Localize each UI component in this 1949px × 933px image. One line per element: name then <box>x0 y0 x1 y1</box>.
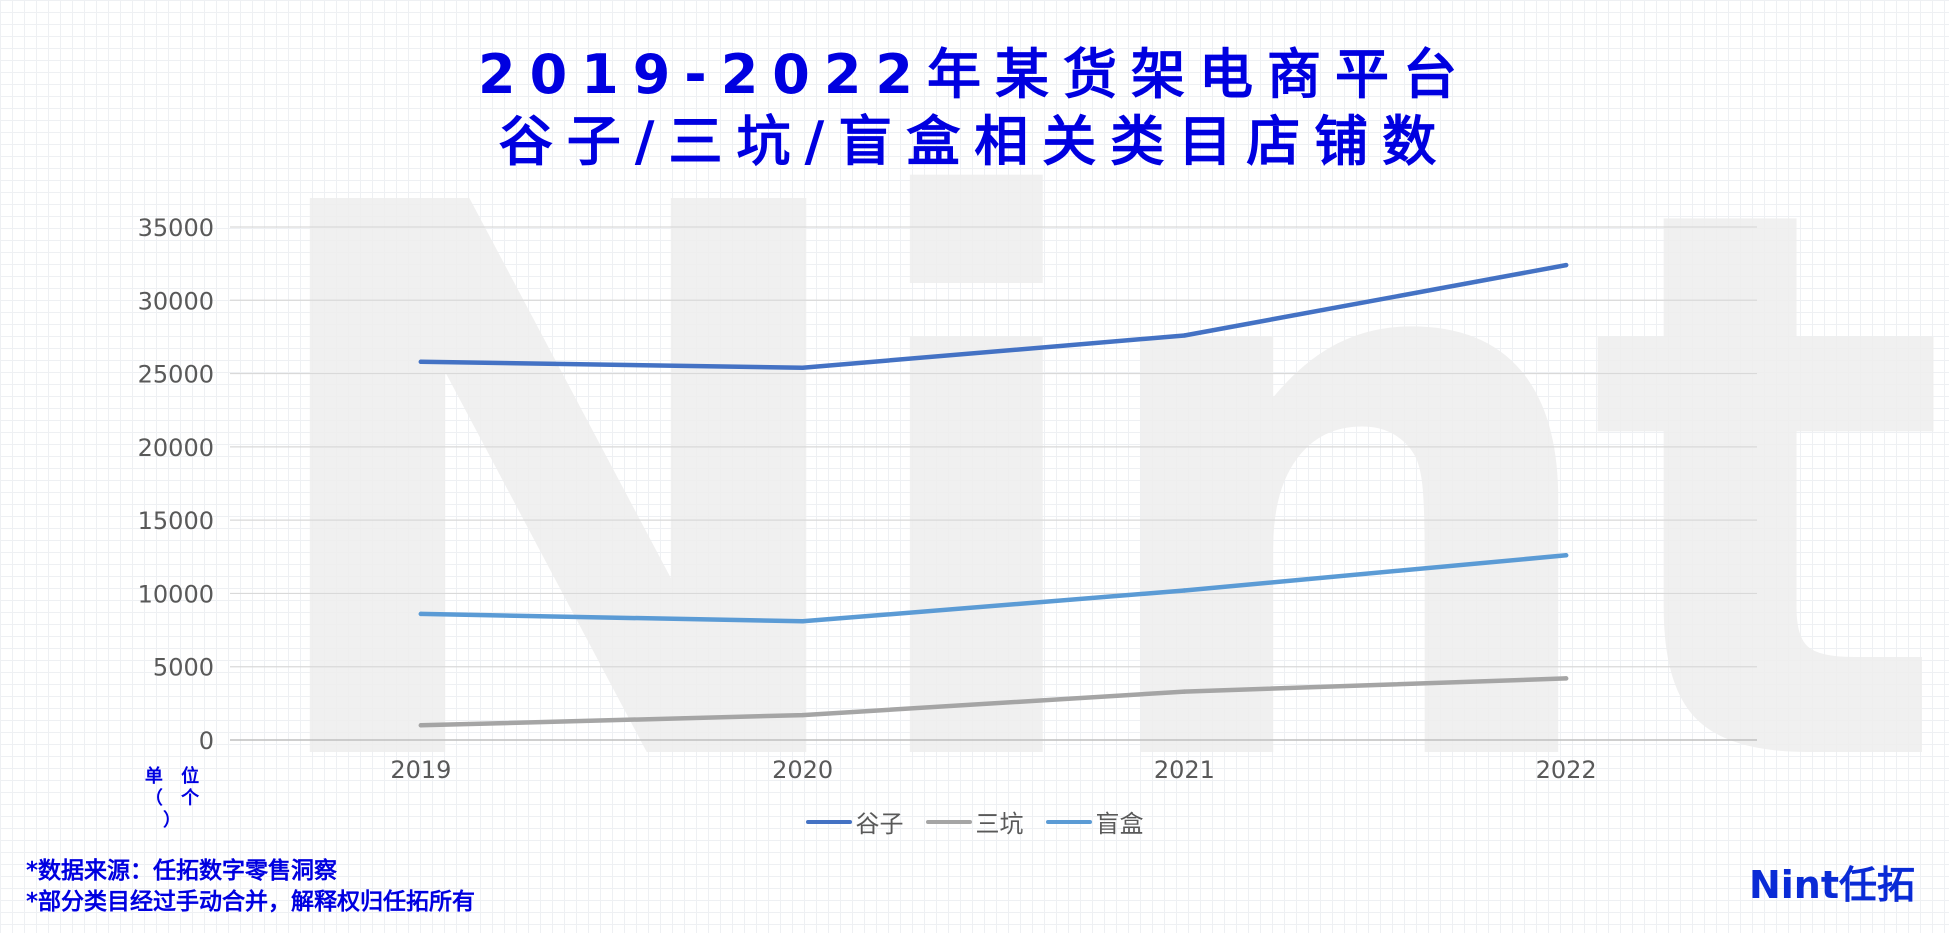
y-tick-label: 20000 <box>138 434 214 462</box>
series-line-2 <box>418 676 1569 728</box>
data-point-series-3 <box>1182 588 1187 593</box>
y-tick-label: 25000 <box>138 361 214 389</box>
disclaimer-note: *部分类目经过手动合并，解释权归任拓所有 <box>26 889 476 915</box>
legend-item: 三坑 <box>925 804 1024 839</box>
x-tick-label: 2019 <box>390 756 451 784</box>
y-tick-label: 30000 <box>138 287 214 315</box>
data-point-series-1 <box>800 365 805 370</box>
x-tick-label: 2022 <box>1536 756 1597 784</box>
chart-title-line-1: 2019-2022年某货架电商平台 <box>478 43 1471 106</box>
nint-logo: Nint任拓 <box>1748 863 1915 907</box>
unit-label-line-2: （ 个 ） <box>144 788 206 831</box>
y-tick-label: 10000 <box>138 580 214 608</box>
legend-label: 盲盒 <box>1095 810 1144 838</box>
unit-label-line-1: 单 位 <box>144 766 206 787</box>
chart-title-line-2: 谷子/三坑/盲盒相关类目店铺数 <box>498 110 1451 173</box>
data-point-series-1 <box>1182 333 1187 338</box>
y-tick-label: 35000 <box>138 214 214 242</box>
legend-swatch <box>925 819 972 824</box>
y-tick-label: 15000 <box>138 507 214 535</box>
unit-label: 单 位 （ 个 ） <box>140 766 210 832</box>
data-point-series-2 <box>1563 676 1569 681</box>
series-line-1 <box>418 262 1569 370</box>
legend-label: 三坑 <box>975 810 1024 838</box>
legend-swatch <box>805 819 852 824</box>
data-point-series-3 <box>418 611 424 617</box>
data-source-note: *数据来源：任拓数字零售洞察 <box>26 858 338 884</box>
chart-legend: 谷子 三坑 盲盒 <box>0 804 1949 839</box>
y-tick-label: 5000 <box>153 654 214 682</box>
legend-label: 谷子 <box>855 810 904 838</box>
y-tick-label: 0 <box>199 727 214 755</box>
data-point-series-3 <box>800 619 805 624</box>
x-tick-label: 2021 <box>1154 756 1215 784</box>
data-point-series-2 <box>1182 689 1187 694</box>
x-tick-label: 2020 <box>772 756 833 784</box>
data-point-series-2 <box>800 712 805 718</box>
data-point-series-3 <box>1563 553 1569 558</box>
legend-item: 谷子 <box>805 804 904 839</box>
legend-item: 盲盒 <box>1045 804 1144 839</box>
data-point-series-1 <box>418 359 424 365</box>
data-point-series-1 <box>1563 262 1569 268</box>
data-point-series-2 <box>418 723 424 728</box>
legend-swatch <box>1045 819 1092 824</box>
series-line-3 <box>418 553 1569 624</box>
